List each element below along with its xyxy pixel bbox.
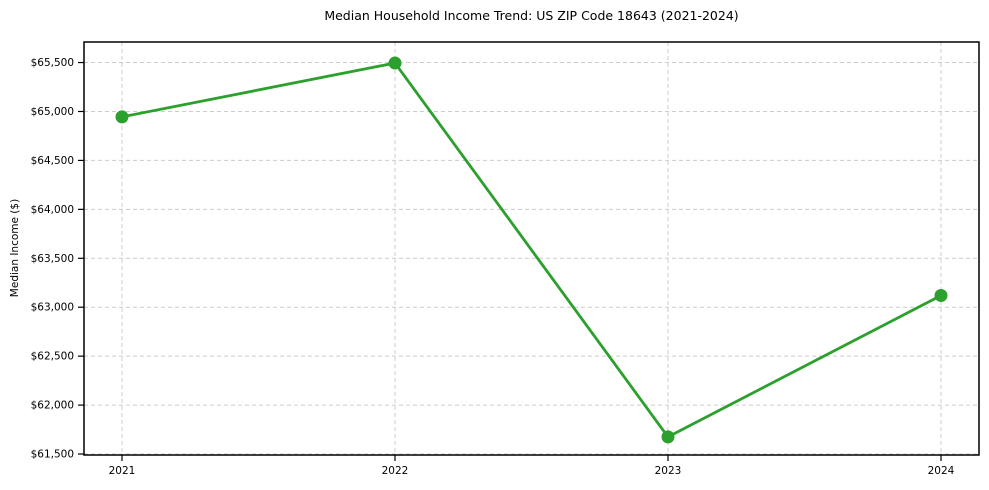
x-tick-label: 2023 (655, 465, 682, 477)
y-tick-label: $61,500 (31, 449, 74, 461)
y-tick-label: $62,500 (31, 351, 74, 363)
y-tick-label: $65,000 (31, 106, 74, 118)
y-tick-label: $62,000 (31, 400, 74, 412)
data-point (388, 56, 402, 70)
chart-title: Median Household Income Trend: US ZIP Co… (324, 8, 739, 23)
y-tick-label: $63,000 (31, 302, 74, 314)
trend-line (120, 61, 943, 439)
y-tick-label: $65,500 (31, 57, 74, 69)
data-point (115, 110, 129, 124)
y-tick-label: $64,000 (31, 204, 74, 216)
data-point (661, 430, 675, 444)
plot-border (83, 41, 980, 456)
y-tick-label: $64,500 (31, 155, 74, 167)
y-tick-label: $63,500 (31, 253, 74, 265)
data-point (934, 288, 948, 302)
x-tick-label: 2021 (109, 465, 136, 477)
x-tick-label: 2022 (382, 465, 409, 477)
x-tick-label: 2024 (928, 465, 955, 477)
